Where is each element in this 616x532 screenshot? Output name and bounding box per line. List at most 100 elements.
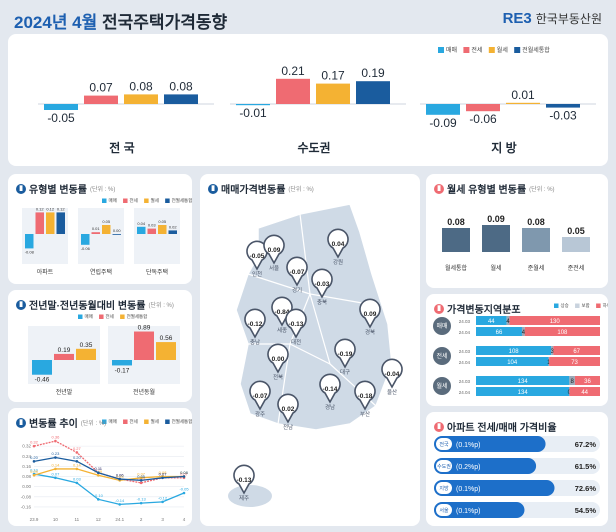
type-category-label: 연립주택 [90,268,112,276]
yoy-panel: ▮ 전년말·전년동월대비 변동률 (단위 : %) 매매 전세 전월세통합 -0.46 0.… [8,290,192,402]
map-pin-value: -0.13 [289,321,304,328]
map-pin [381,358,403,389]
map-pin [319,373,341,404]
legend-label: 매매 [446,46,457,54]
trend-point-label: 0.09 [30,469,39,474]
chart-icon: ▮ [434,303,444,314]
yoy-bar [32,360,52,375]
chart-icon: ▮ [208,183,218,194]
trend-xtick: 24.1 [115,517,124,522]
page-title: 2024년 4월 전국주택가격동향 [14,8,227,33]
dist-title-text: 가격변동지역분포 [447,305,521,316]
map-pin-value: -0.05 [250,253,265,260]
yoy-category-label: 전년말 [56,388,73,396]
chart-icon: ▮ [16,417,26,428]
map-pin-value: -0.04 [385,371,400,378]
map-pin [233,464,255,495]
top-bar [356,81,390,104]
legend-label: 보합 [582,302,590,308]
dist-segment-label: 108 [509,349,520,355]
dist-segment [509,316,600,325]
map-region-label: 세종 [277,326,287,334]
trend-point [96,473,100,477]
trend-point-label: 0.03 [73,476,82,481]
dist-segment-label: 44 [488,319,495,325]
ratio-label-pill [436,438,452,450]
dist-panel: ▮가격변동지역분포 상승보합하락매매24.0344413024.04664108… [426,294,611,406]
map-pin [249,380,271,411]
top-bar-label: 0.01 [511,88,535,102]
dist-group-badge [433,377,451,395]
top-bar-label: -0.06 [469,112,497,126]
map-pin-value: -0.07 [290,269,305,276]
trend-line [33,468,184,481]
trend-title-text: 변동률 추이 [29,419,78,430]
yoy-bar-label: 0.89 [138,325,151,332]
map-pin-value: 0.09 [364,311,377,318]
wolse-chart: 0.08 월세통합 0.09 월세 0.08 준월세 0.05 준전세 [442,214,590,272]
dist-segment [476,327,522,336]
map-region-label: 울산 [387,388,397,396]
type-bar-label: -0.08 [25,249,35,254]
ratio-region-label: 전국 [439,441,449,448]
wolse-bar-label: 0.09 [487,214,505,224]
map-pin-value: -0.84 [275,309,290,316]
type-category-label: 아파트 [37,268,54,276]
trend-point-label: 0.05 [116,474,125,479]
map-region-label: 전남 [283,423,293,431]
top-bar [236,104,270,106]
trend-point [139,476,143,480]
dist-group-badge [433,347,451,365]
map-region-label: 경남 [325,403,335,411]
wolse-category-label: 월세통합 [445,264,468,272]
dist-segment [569,376,575,385]
trend-point-label: 0.07 [180,471,189,476]
title-text: 전국주택가격동향 [102,13,228,32]
trend-point-label: 0.32 [30,440,39,445]
wolse-bar [482,225,510,252]
trend-point [32,460,36,463]
map-pin-value: -0.14 [323,386,338,393]
wolse-category-label: 준전세 [568,264,585,272]
trend-point-label: 0.10 [30,468,39,473]
top-bar-label: 0.08 [169,79,193,93]
ratio-value: 67.2% [575,440,597,449]
map-pin [327,228,349,259]
legend-swatch [144,198,149,203]
legend-swatch [123,419,128,424]
trend-point-label: 0.14 [52,462,61,467]
map-pin-value: -0.03 [315,281,330,288]
top-bar [276,78,310,104]
trend-point-label: -0.13 [137,497,147,502]
type-bar [35,212,44,234]
chart-icon: ▮ [16,299,26,310]
trend-point-label: 0.27 [73,446,82,451]
top-bar [466,104,500,112]
map-pin-value: 0.04 [332,241,345,248]
ratio-label-pill [436,504,452,516]
trend-point-label: 0.11 [95,466,103,471]
top-bar-label: 0.07 [89,81,113,95]
legend-label: 전월세통합 [522,46,550,54]
map-region-label: 경기 [292,286,302,294]
map-pin [354,380,376,411]
type-bar [91,232,100,234]
dist-segment [476,376,570,385]
ratio-change: (0.1%p) [456,508,481,515]
trend-point-label: -0.12 [158,495,168,500]
type-bar [158,225,167,234]
dist-group-label: 매매 [436,322,447,330]
wolse-bar [522,228,550,252]
trend-point [54,439,57,443]
map-pin-value: 0.02 [282,406,295,413]
legend-swatch [596,303,601,308]
trend-xtick: 4 [183,517,186,522]
dist-segment-label: 104 [507,360,518,366]
trend-point [96,498,100,501]
legend-swatch [102,419,107,424]
type-unit: (단위 : %) [89,187,116,193]
trend-chart: 매매 전세 월세 전월세통합 0.32 0.24 0.16 0.08 0.00 -0.08 -0.1… [21,418,193,522]
type-panel: ▮ 유형별 변동률 (단위 : %) 매매 전세 월세 전월세통합 -0.08 0.12 0.1… [8,174,192,284]
trend-ytick: 0.08 [22,474,31,479]
trend-point [161,476,164,480]
